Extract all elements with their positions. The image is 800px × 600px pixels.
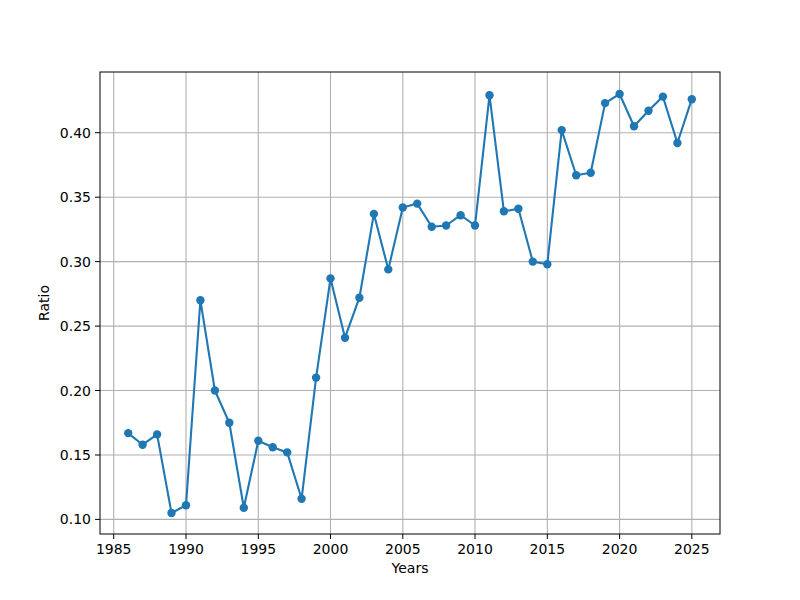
data-point bbox=[601, 99, 609, 107]
y-tick-label: 0.30 bbox=[60, 254, 91, 270]
data-point bbox=[615, 90, 623, 98]
data-point bbox=[644, 107, 652, 115]
line-chart: 1985 1990 1995 2000 2005 2010 2015 2020 2025 0.10… bbox=[0, 0, 800, 600]
data-point bbox=[138, 441, 146, 449]
x-tick-label: 1985 bbox=[96, 541, 132, 557]
data-point bbox=[167, 509, 175, 517]
x-tick-label: 2010 bbox=[457, 541, 493, 557]
data-point bbox=[630, 122, 638, 130]
data-point bbox=[442, 221, 450, 229]
data-point bbox=[558, 126, 566, 134]
data-point bbox=[254, 437, 262, 445]
data-point bbox=[384, 265, 392, 273]
data-point bbox=[688, 95, 696, 103]
data-point bbox=[428, 223, 436, 231]
y-tick-label: 0.40 bbox=[60, 125, 91, 141]
x-tick-label: 2015 bbox=[529, 541, 565, 557]
data-point bbox=[673, 139, 681, 147]
data-point bbox=[529, 257, 537, 265]
data-point bbox=[587, 169, 595, 177]
y-tick-label: 0.25 bbox=[60, 318, 91, 334]
y-tick-label: 0.20 bbox=[60, 383, 91, 399]
data-point bbox=[514, 205, 522, 213]
x-tick-label: 1995 bbox=[240, 541, 276, 557]
data-point bbox=[572, 171, 580, 179]
data-point bbox=[297, 495, 305, 503]
y-tick-label: 0.15 bbox=[60, 447, 91, 463]
data-point bbox=[341, 334, 349, 342]
data-point bbox=[211, 386, 219, 394]
figure: 1985 1990 1995 2000 2005 2010 2015 2020 2025 0.10… bbox=[0, 0, 800, 600]
data-point bbox=[500, 207, 508, 215]
data-point bbox=[485, 91, 493, 99]
x-tick-label: 2020 bbox=[602, 541, 638, 557]
data-point bbox=[355, 294, 363, 302]
data-point bbox=[326, 274, 334, 282]
data-line bbox=[128, 94, 692, 513]
data-point bbox=[413, 199, 421, 207]
data-point bbox=[456, 211, 464, 219]
data-point bbox=[370, 210, 378, 218]
data-point bbox=[196, 296, 204, 304]
data-point bbox=[471, 221, 479, 229]
x-tick-label: 1990 bbox=[168, 541, 204, 557]
y-tick-label: 0.35 bbox=[60, 189, 91, 205]
plot-border bbox=[100, 72, 720, 534]
x-axis-label: Years bbox=[391, 560, 429, 576]
data-point bbox=[182, 501, 190, 509]
x-tick-label: 2025 bbox=[674, 541, 710, 557]
data-point bbox=[543, 260, 551, 268]
x-tick-label: 2000 bbox=[313, 541, 349, 557]
data-point bbox=[312, 373, 320, 381]
data-point bbox=[240, 504, 248, 512]
data-point bbox=[659, 92, 667, 100]
data-point bbox=[283, 448, 291, 456]
data-point bbox=[399, 203, 407, 211]
y-axis-label: Ratio bbox=[36, 285, 52, 321]
data-point bbox=[269, 443, 277, 451]
data-point bbox=[153, 430, 161, 438]
x-tick-label: 2005 bbox=[385, 541, 421, 557]
data-point bbox=[124, 429, 132, 437]
data-point bbox=[225, 419, 233, 427]
y-tick-label: 0.10 bbox=[60, 511, 91, 527]
